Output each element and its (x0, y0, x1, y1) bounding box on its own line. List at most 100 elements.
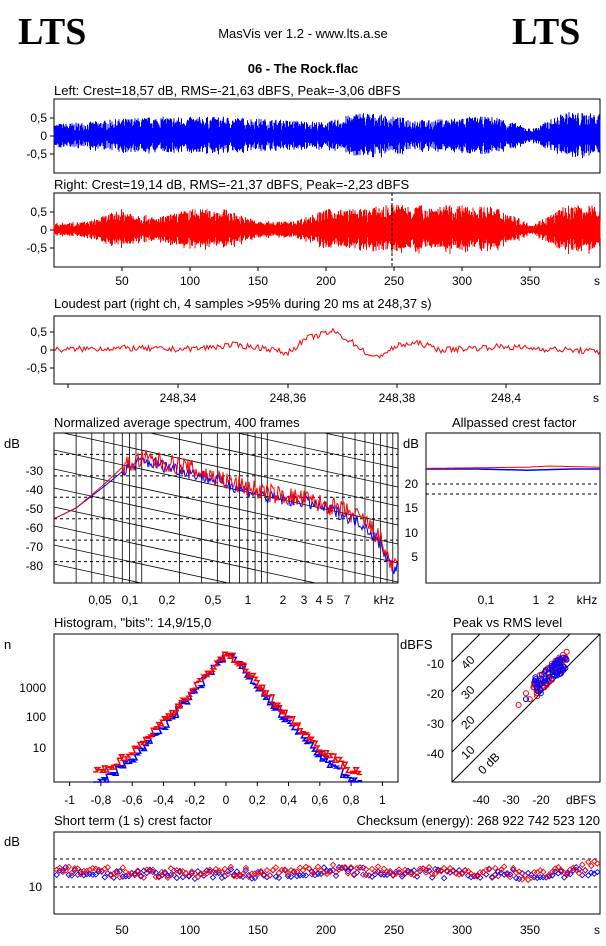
crest-point (548, 872, 556, 879)
crest-point (344, 868, 352, 875)
crest-point (218, 869, 226, 876)
peak-rms-diag-label: 0 dB (475, 750, 502, 777)
spectrum-gridline (235, 433, 398, 469)
crest-point (422, 869, 430, 876)
crest-point (191, 870, 199, 877)
spectrum-gridline (61, 433, 398, 507)
crest-point (209, 874, 217, 881)
crest-point (320, 869, 328, 876)
crest-point (512, 869, 520, 877)
time-xtick-label: s (594, 274, 600, 288)
crest-point (594, 868, 601, 876)
crest-point (359, 871, 367, 878)
crest-point (299, 866, 307, 874)
crest-ytick-label: 10 (29, 880, 43, 894)
peak-rms-point (523, 690, 529, 697)
crest-point (140, 867, 148, 874)
crest-point (332, 872, 340, 880)
crest-point (62, 867, 69, 874)
crest-point (404, 867, 412, 874)
crest-point (377, 869, 385, 877)
crest-point (329, 861, 337, 869)
histogram-xtick-label: -0,8 (91, 793, 112, 807)
crest-point (564, 869, 571, 877)
spectrum-ytick-label: -50 (26, 502, 44, 516)
crest-point (573, 866, 580, 874)
spectrum-ytick-label: -60 (26, 521, 44, 535)
crest-point (392, 870, 400, 877)
crest-short-y-unit: dB (4, 834, 20, 849)
time-xtick-label: 100 (180, 274, 200, 288)
peak-rms-point (543, 680, 550, 687)
right-ytick-label: -0,5 (26, 241, 47, 255)
crest-point (287, 873, 295, 881)
crest-point (314, 863, 322, 870)
crest-point (326, 868, 334, 876)
crest-point (413, 873, 421, 880)
crest-point (263, 866, 271, 874)
peak-rms-point (563, 648, 570, 655)
peak-rms-point (556, 659, 562, 666)
crest-point (515, 868, 523, 875)
crest-point (308, 868, 316, 875)
allpassed-title: Allpassed crest factor (452, 415, 577, 430)
histogram-xtick-label: -0,4 (153, 793, 174, 807)
peak-rms-point (562, 655, 569, 662)
spectrum-gridline (54, 336, 398, 411)
peak-rms-panel: 40 30 20 10 0 dB -10 -20 -30 -40 -40 -30… (427, 633, 601, 807)
right-waveform-panel: 0,5 0 -0,5 (26, 192, 601, 268)
peak-rms-ytick-label: -10 (427, 657, 445, 671)
crest-point (176, 868, 184, 876)
crest-point (329, 866, 337, 874)
crest-point (386, 867, 394, 875)
crest-point (491, 871, 499, 879)
crest-point (83, 867, 90, 875)
crest-xtick-label: 300 (452, 923, 472, 937)
peak-rms-xtick-label: -20 (532, 793, 550, 807)
left-ytick-label: 0,5 (30, 111, 47, 125)
crest-point (134, 868, 142, 875)
crest-point (212, 865, 220, 873)
crest-point (374, 868, 382, 875)
spectrum-xtick-label: 0,5 (205, 593, 222, 607)
spectrum-xtick-label: 1 (245, 593, 252, 607)
spectrum-series-right (53, 449, 399, 572)
crest-point (302, 872, 310, 879)
crest-point (56, 867, 63, 874)
histogram-ytick-label: 100 (26, 710, 46, 724)
crest-point (561, 874, 568, 881)
spectrum-y-unit: dB (4, 436, 20, 451)
crest-point (467, 870, 475, 878)
crest-point (551, 865, 559, 872)
crest-point (77, 868, 84, 876)
crest-point (203, 870, 211, 877)
peak-rms-point (551, 672, 558, 679)
time-xtick-label: 150 (248, 274, 268, 288)
crest-point (260, 871, 268, 878)
crest-point (326, 867, 334, 875)
peak-rms-point (532, 676, 539, 682)
spectrum-xtick-label: 7 (344, 593, 351, 607)
spectrum-panel: -30 -40 -50 -60 -70 -80 0,05 0,1 0,2 0,5… (26, 336, 399, 607)
crest-point (455, 867, 463, 874)
crest-point (104, 870, 112, 877)
crest-point (65, 863, 72, 871)
peak-rms-xtick-label: -40 (472, 793, 490, 807)
crest-point (317, 867, 325, 874)
crest-point (101, 874, 109, 881)
histogram-xtick-label: 0,2 (249, 793, 266, 807)
crest-point (293, 872, 301, 880)
spectrum-ytick-label: -30 (26, 464, 44, 478)
crest-point (341, 863, 349, 871)
spectrum-gridline (322, 433, 398, 450)
crest-xtick-label: 100 (180, 923, 200, 937)
left-ytick-label: -0,5 (26, 147, 47, 161)
crest-point (215, 867, 223, 874)
spectrum-gridline (54, 563, 144, 583)
crest-point (56, 864, 63, 872)
histogram-panel: 1000 100 10 -1 -0,8 -0,6 -0,4 -0,2 0 0,2 0,4 0,6… (19, 633, 399, 807)
crest-point (74, 865, 81, 872)
crest-point (579, 861, 586, 869)
crest-point (185, 872, 193, 879)
crest-point (62, 864, 69, 871)
